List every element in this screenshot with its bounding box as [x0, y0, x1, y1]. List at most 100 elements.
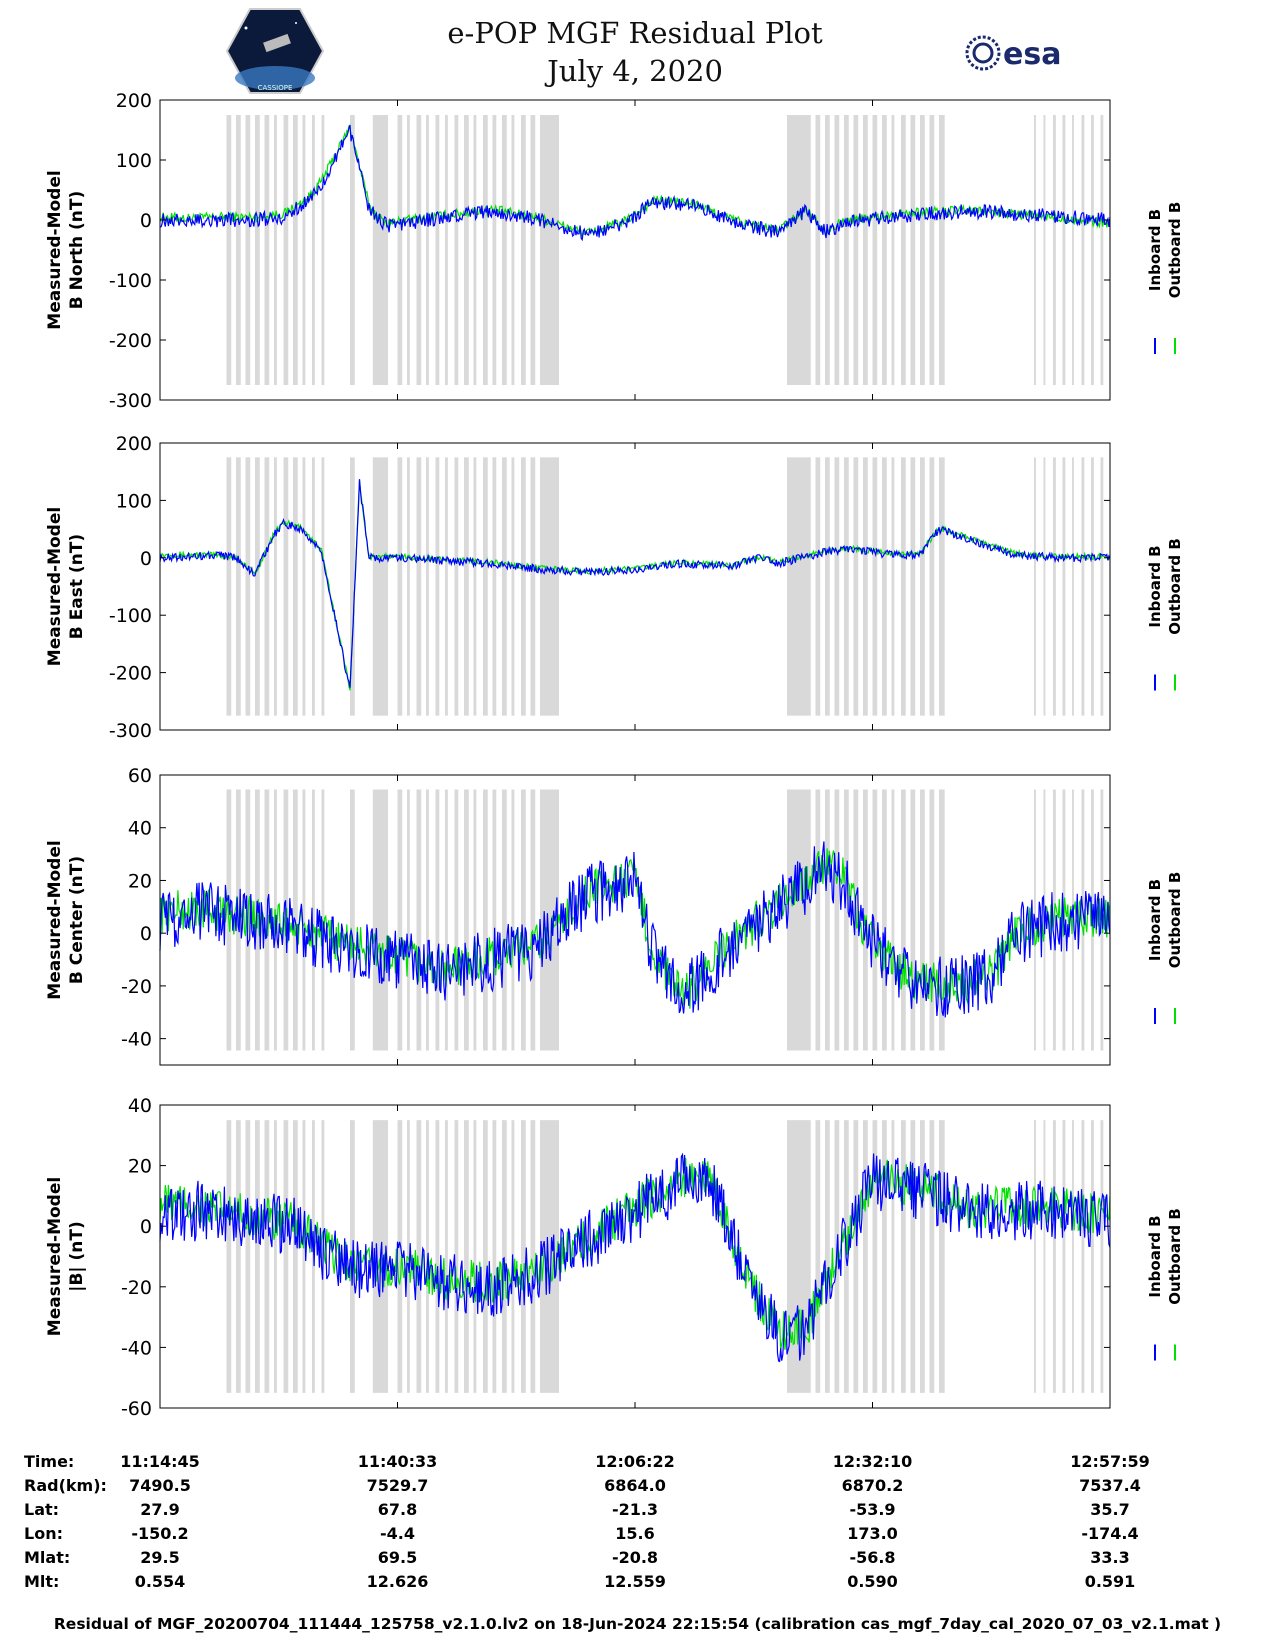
gap-band	[407, 457, 410, 716]
gap-band	[882, 115, 887, 385]
y-tick-label: 200	[116, 90, 152, 112]
legend: Inboard B Outboard B	[1146, 538, 1184, 691]
gap-band	[226, 1120, 232, 1393]
gap-band	[274, 1120, 277, 1393]
gap-band	[511, 115, 515, 385]
table-cell: 7529.7	[366, 1476, 429, 1495]
table-cell: -53.9	[849, 1500, 896, 1519]
gap-band	[901, 457, 906, 716]
gap-band	[426, 789, 429, 1051]
y-tick-label: 40	[128, 1095, 152, 1117]
gap-band	[901, 789, 906, 1051]
y-tick-label: -100	[109, 605, 152, 627]
gap-band	[1043, 115, 1046, 385]
gap-band	[245, 457, 251, 716]
series-inboard-b	[159, 124, 1111, 242]
legend: Inboard B Outboard B	[1146, 202, 1184, 354]
gap-band	[1062, 457, 1066, 716]
gap-band	[473, 457, 477, 716]
gap-band	[283, 115, 289, 385]
gap-band	[407, 115, 410, 385]
gap-band	[910, 457, 916, 716]
gap-band	[825, 1120, 830, 1393]
legend-entry-label: Outboard B	[1166, 1208, 1184, 1305]
gap-band	[1072, 1120, 1074, 1393]
gap-band	[426, 457, 429, 716]
gap-band	[464, 115, 469, 385]
legend-entry-label: Inboard B	[1146, 879, 1164, 961]
gap-band	[815, 789, 821, 1051]
gap-band	[293, 1120, 298, 1393]
table-row-label: Mlat:	[24, 1548, 71, 1567]
table-cell: 69.5	[377, 1548, 418, 1567]
gap-band	[445, 115, 448, 385]
gap-band	[454, 789, 459, 1051]
gap-band	[397, 457, 403, 716]
gap-band	[920, 789, 925, 1051]
gap-band	[825, 789, 830, 1051]
gap-band	[530, 457, 536, 716]
gap-band	[473, 789, 477, 1051]
chart-panel-3: 60 40 20 0 -20 -40 Measured-Model B Center (nT)…	[45, 765, 1184, 1066]
table-cell: 12.559	[604, 1572, 666, 1591]
cassiope-logo: CASSIOPE	[225, 8, 325, 94]
gap-band	[293, 115, 298, 385]
series-inboard-b	[159, 841, 1111, 1018]
gap-band	[236, 1120, 241, 1393]
gap-band	[321, 457, 325, 716]
table-cell: 7490.5	[129, 1476, 191, 1495]
gap-band	[454, 1120, 459, 1393]
table-row-label: Lat:	[24, 1500, 60, 1519]
gap-band	[454, 115, 459, 385]
gap-band	[1100, 457, 1104, 716]
gap-band	[521, 789, 526, 1051]
gap-band	[236, 115, 241, 385]
gap-band	[872, 789, 878, 1051]
gap-band	[844, 115, 849, 385]
chart-panel-1: 200 100 0 -100 -200 -300 Measured-Model B North…	[45, 90, 1184, 412]
gap-band	[920, 457, 925, 716]
gap-band	[321, 115, 325, 385]
y-tick-label: 0	[140, 1216, 152, 1238]
gap-band	[825, 115, 830, 385]
legend-entry-label: Inboard B	[1146, 545, 1164, 627]
table-cell: 12.626	[366, 1572, 429, 1591]
y-tick-label: 100	[116, 490, 152, 512]
gap-band	[492, 789, 497, 1051]
gap-band	[834, 789, 840, 1051]
gap-band	[226, 457, 232, 716]
gap-band	[302, 457, 306, 716]
gap-band	[283, 1120, 289, 1393]
gap-band	[264, 115, 270, 385]
gap-band	[293, 457, 298, 716]
gap-band	[882, 789, 887, 1051]
gap-band	[853, 457, 859, 716]
gap-band	[502, 457, 507, 716]
gap-band	[1072, 115, 1074, 385]
gap-band	[891, 1120, 895, 1393]
legend-entry-label: Outboard B	[1166, 202, 1184, 299]
gap-band	[540, 115, 559, 385]
gap-band	[1081, 789, 1085, 1051]
gap-band	[901, 1120, 906, 1393]
gap-band	[372, 457, 388, 716]
table-cell: 11:14:45	[120, 1452, 200, 1471]
gap-band	[445, 1120, 448, 1393]
ephemeris-table: Time: Rad(km): Lat: Lon: Mlat: Mlt: 11:14:45 74…	[0, 1452, 1275, 1607]
table-cell: 0.554	[134, 1572, 186, 1591]
gap-band	[1081, 457, 1085, 716]
y-axis-label: Measured-Model |B| (nT)	[45, 1177, 87, 1336]
gap-band	[407, 1120, 410, 1393]
gap-band	[1053, 457, 1056, 716]
gap-band	[1034, 457, 1036, 716]
gap-band	[540, 789, 559, 1051]
gap-band	[511, 457, 515, 716]
gap-band	[939, 115, 945, 385]
gap-band	[1091, 457, 1094, 716]
header: CASSIOPE e-POP MGF Residual Plot July 4,…	[0, 0, 1275, 100]
esa-logo: esa	[963, 30, 1073, 76]
y-tick-label: -40	[121, 1029, 152, 1051]
gap-band	[1062, 1120, 1066, 1393]
gap-band	[445, 457, 448, 716]
